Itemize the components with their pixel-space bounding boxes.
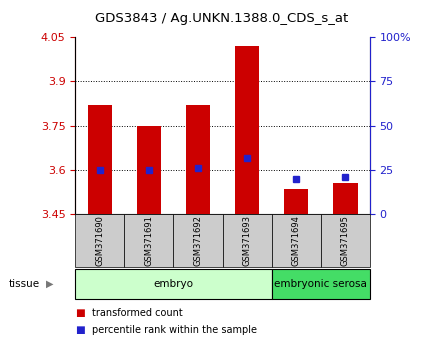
Text: GSM371694: GSM371694 xyxy=(292,215,301,266)
Text: embryonic serosa: embryonic serosa xyxy=(274,279,367,289)
Bar xyxy=(75,269,272,299)
Text: ▶: ▶ xyxy=(46,279,53,289)
Text: GSM371693: GSM371693 xyxy=(243,215,252,266)
Text: percentile rank within the sample: percentile rank within the sample xyxy=(92,325,258,335)
Bar xyxy=(88,105,112,214)
Bar xyxy=(235,46,259,214)
Bar xyxy=(333,183,357,214)
Bar xyxy=(272,214,321,267)
Bar xyxy=(272,269,370,299)
Bar xyxy=(137,126,161,214)
Bar xyxy=(223,214,272,267)
Text: ■: ■ xyxy=(75,325,85,335)
Text: GSM371695: GSM371695 xyxy=(341,215,350,266)
Text: GDS3843 / Ag.UNKN.1388.0_CDS_s_at: GDS3843 / Ag.UNKN.1388.0_CDS_s_at xyxy=(95,12,348,25)
Text: embryo: embryo xyxy=(154,279,194,289)
Text: GSM371692: GSM371692 xyxy=(194,215,203,266)
Bar xyxy=(124,214,173,267)
Text: GSM371690: GSM371690 xyxy=(95,215,104,266)
Text: transformed count: transformed count xyxy=(92,308,183,318)
Bar xyxy=(75,214,124,267)
Bar xyxy=(321,214,370,267)
Bar xyxy=(284,189,308,214)
Text: GSM371691: GSM371691 xyxy=(144,215,154,266)
Bar xyxy=(173,214,223,267)
Text: ■: ■ xyxy=(75,308,85,318)
Bar xyxy=(186,105,210,214)
Text: tissue: tissue xyxy=(9,279,40,289)
